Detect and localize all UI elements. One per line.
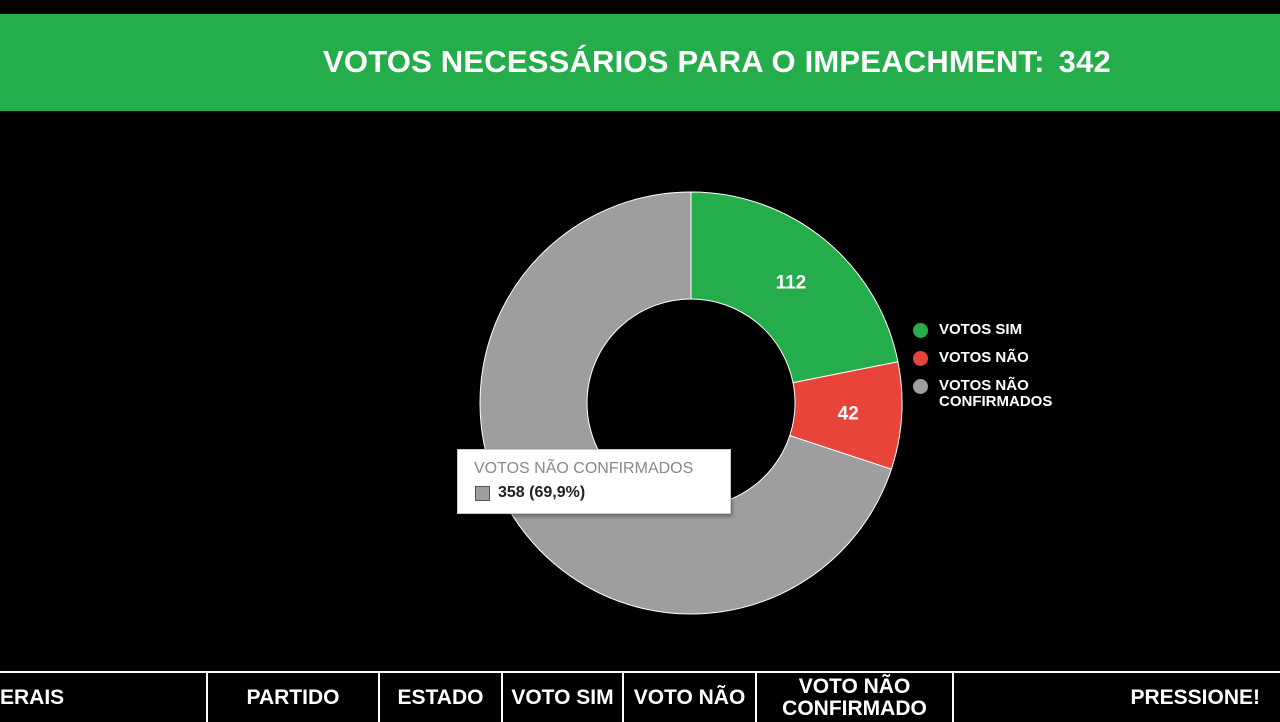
top-strip [0, 0, 1280, 14]
column-label: ERAIS [0, 685, 65, 709]
header-banner: VOTOS NECESSÁRIOS PARA O IMPEACHMENT: 342 [0, 14, 1280, 111]
header-title: VOTOS NECESSÁRIOS PARA O IMPEACHMENT: 342 [323, 44, 1111, 80]
tooltip-value: 358 (69,9%) [498, 484, 586, 501]
header-title-text: VOTOS NECESSÁRIOS PARA O IMPEACHMENT: [323, 44, 1045, 79]
legend-item-votos-sim[interactable]: VOTOS SIM [913, 322, 1079, 338]
column-label: VOTO NÃO [633, 685, 746, 709]
legend-dot-sim [913, 323, 928, 338]
legend-label: VOTOS NÃO CONFIRMADOS [939, 377, 1053, 410]
legend-dot-nao [913, 351, 928, 366]
chart-legend: VOTOS SIM VOTOS NÃO VOTOS NÃO CONFIRMADO… [913, 322, 1079, 422]
votes-table-header: ERAIS PARTIDO ESTADO VOTO SIM VOTO NÃO V… [0, 671, 1280, 722]
legend-label: VOTOS SIM [939, 321, 1023, 338]
column-label: VOTO NÃO CONFIRMADO [782, 674, 927, 720]
slice-data-label: 42 [838, 404, 859, 425]
tooltip-swatch [475, 486, 490, 501]
column-header-pressione[interactable]: PRESSIONE! [954, 673, 1280, 722]
column-header-partido[interactable]: PARTIDO [208, 673, 380, 722]
column-header-voto-sim[interactable]: VOTO SIM [503, 673, 624, 722]
chart-tooltip: VOTOS NÃO CONFIRMADOS 358 (69,9%) [457, 449, 731, 514]
column-header-gerais[interactable]: ERAIS [0, 673, 208, 722]
slice-votos-sim[interactable] [690, 191, 899, 384]
column-label: PRESSIONE! [1130, 685, 1260, 709]
column-header-voto-nao-confirmado[interactable]: VOTO NÃO CONFIRMADO [757, 673, 954, 722]
legend-dot-nao-confirmados [913, 379, 928, 394]
column-label: ESTADO [397, 685, 484, 709]
slice-data-label: 112 [776, 272, 807, 293]
tooltip-title: VOTOS NÃO CONFIRMADOS [474, 460, 694, 477]
column-header-voto-nao[interactable]: VOTO NÃO [624, 673, 757, 722]
donut-chart: 112 42 [479, 191, 903, 615]
votes-needed-count: 342 [1058, 44, 1111, 79]
legend-item-votos-nao-confirmados[interactable]: VOTOS NÃO CONFIRMADOS [913, 378, 1079, 410]
legend-item-votos-nao[interactable]: VOTOS NÃO [913, 350, 1079, 366]
column-label: VOTO SIM [511, 685, 614, 709]
column-label: PARTIDO [246, 685, 340, 709]
legend-label: VOTOS NÃO [939, 349, 1029, 366]
column-header-estado[interactable]: ESTADO [380, 673, 503, 722]
